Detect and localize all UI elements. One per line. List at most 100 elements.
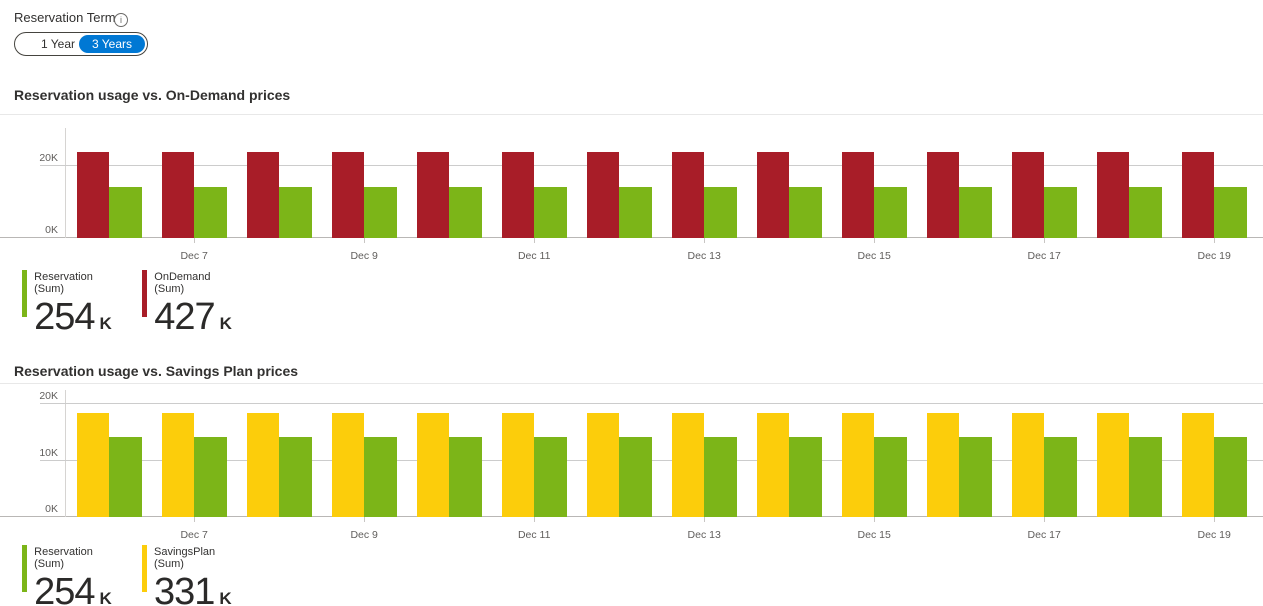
x-tick-label: Dec 17 <box>1027 529 1061 541</box>
x-tick-mark <box>704 517 706 522</box>
bar-reservation <box>534 437 567 517</box>
x-tick-label: Dec 7 <box>180 250 208 262</box>
x-tick-label: Dec 19 <box>1197 529 1231 541</box>
reservation-swatch <box>22 270 28 317</box>
bar-ondemand <box>1096 152 1130 238</box>
toggle-option-3-years[interactable]: 3 Years <box>79 35 145 53</box>
ondemand-swatch <box>142 270 148 317</box>
savingsplan-swatch <box>142 545 148 592</box>
bar-reservation <box>449 437 482 517</box>
x-tick-label: Dec 13 <box>687 250 721 262</box>
bar-savingsplan <box>756 413 790 517</box>
x-tick-label: Dec 11 <box>517 529 551 541</box>
x-tick-mark <box>364 517 366 522</box>
x-tick-mark <box>1214 238 1216 243</box>
bar-ondemand <box>501 152 535 238</box>
x-tick-mark <box>1214 517 1216 522</box>
bar-reservation <box>279 437 312 517</box>
info-icon[interactable]: i <box>114 13 128 27</box>
bar-reservation <box>279 186 312 238</box>
bar-ondemand <box>841 152 875 238</box>
bar-ondemand <box>926 152 960 238</box>
x-tick-label: Dec 15 <box>857 250 891 262</box>
x-tick-mark <box>1044 517 1046 522</box>
y-axis-line <box>65 390 66 517</box>
legend-item-savingsplan: SavingsPlan (Sum) 331 K <box>142 545 233 606</box>
x-tick-label: Dec 11 <box>517 250 551 262</box>
x-tick-mark <box>194 238 196 243</box>
bar-reservation <box>959 186 992 238</box>
bar-savingsplan <box>1181 413 1215 517</box>
legend-value: 254 K <box>34 296 112 338</box>
legend-label: OnDemand (Sum) <box>154 271 211 295</box>
legend-value: 254 K <box>34 571 112 606</box>
bar-reservation <box>704 437 737 517</box>
bar-reservation <box>619 186 652 238</box>
bar-savingsplan <box>246 413 280 517</box>
chart-title-savingsplan: Reservation usage vs. Savings Plan price… <box>14 363 299 379</box>
bar-reservation <box>789 186 822 238</box>
chart-plot-savingsplan: 0K 10K 20K Dec 7 Dec 9 Dec 11 Dec 13 Dec 15 Dec … <box>0 390 1263 541</box>
bar-savingsplan <box>501 413 535 517</box>
bar-ondemand <box>756 152 790 238</box>
legend-label: SavingsPlan (Sum) <box>154 546 216 570</box>
x-tick-mark <box>194 517 196 522</box>
x-tick-label: Dec 15 <box>857 529 891 541</box>
x-tick-label: Dec 9 <box>350 529 378 541</box>
x-tick-mark <box>874 238 876 243</box>
bar-savingsplan <box>161 413 195 517</box>
x-tick-mark <box>534 238 536 243</box>
legend-label: Reservation (Sum) <box>34 271 93 295</box>
bar-savingsplan <box>416 413 450 517</box>
bar-ondemand <box>331 152 365 238</box>
x-tick-mark <box>534 517 536 522</box>
divider <box>0 114 1263 115</box>
bar-reservation <box>704 186 737 238</box>
bar-reservation <box>1214 437 1247 517</box>
reservation-term-toggle: 1 Year 3 Years <box>14 32 148 56</box>
toggle-option-1-year[interactable]: 1 Year <box>40 37 76 51</box>
x-tick-mark <box>364 238 366 243</box>
y-tick-label: 10K <box>39 446 58 459</box>
bar-reservation <box>109 437 142 517</box>
bar-ondemand <box>246 152 280 238</box>
bar-savingsplan <box>331 413 365 517</box>
bar-ondemand <box>76 152 110 238</box>
legend-label: Reservation (Sum) <box>34 546 93 570</box>
bar-ondemand <box>1181 152 1215 238</box>
legend-value: 427 K <box>154 296 232 338</box>
bar-reservation <box>534 186 567 238</box>
bar-reservation <box>194 186 227 238</box>
bar-reservation <box>194 437 227 517</box>
bar-reservation <box>1129 437 1162 517</box>
x-tick-mark <box>704 238 706 243</box>
y-tick-label: 20K <box>39 151 58 164</box>
gridline <box>40 403 1263 405</box>
y-tick-label: 0K <box>45 224 58 236</box>
bar-ondemand <box>1011 152 1045 238</box>
bar-savingsplan <box>926 413 960 517</box>
reservation-swatch <box>22 545 28 592</box>
bar-reservation <box>619 437 652 517</box>
legend-item-reservation: Reservation (Sum) 254 K <box>22 270 113 336</box>
divider <box>0 383 1263 384</box>
y-tick-label: 20K <box>39 390 58 403</box>
bar-ondemand <box>586 152 620 238</box>
bar-savingsplan <box>1096 413 1130 517</box>
bar-ondemand <box>671 152 705 238</box>
x-tick-label: Dec 13 <box>687 529 721 541</box>
x-tick-mark <box>1044 238 1046 243</box>
bar-reservation <box>1214 186 1247 238</box>
bar-savingsplan <box>586 413 620 517</box>
chart-plot-ondemand: 0K 20K Dec 7 Dec 9 Dec 11 Dec 13 Dec 15 Dec 17 D… <box>0 128 1263 262</box>
bar-savingsplan <box>841 413 875 517</box>
bar-ondemand <box>416 152 450 238</box>
bar-reservation <box>874 186 907 238</box>
x-tick-label: Dec 19 <box>1197 250 1231 262</box>
chart-title-ondemand: Reservation usage vs. On-Demand prices <box>14 87 291 103</box>
x-tick-mark <box>874 517 876 522</box>
bar-savingsplan <box>671 413 705 517</box>
reservation-term-label: Reservation Term <box>14 10 116 25</box>
bar-reservation <box>1044 437 1077 517</box>
